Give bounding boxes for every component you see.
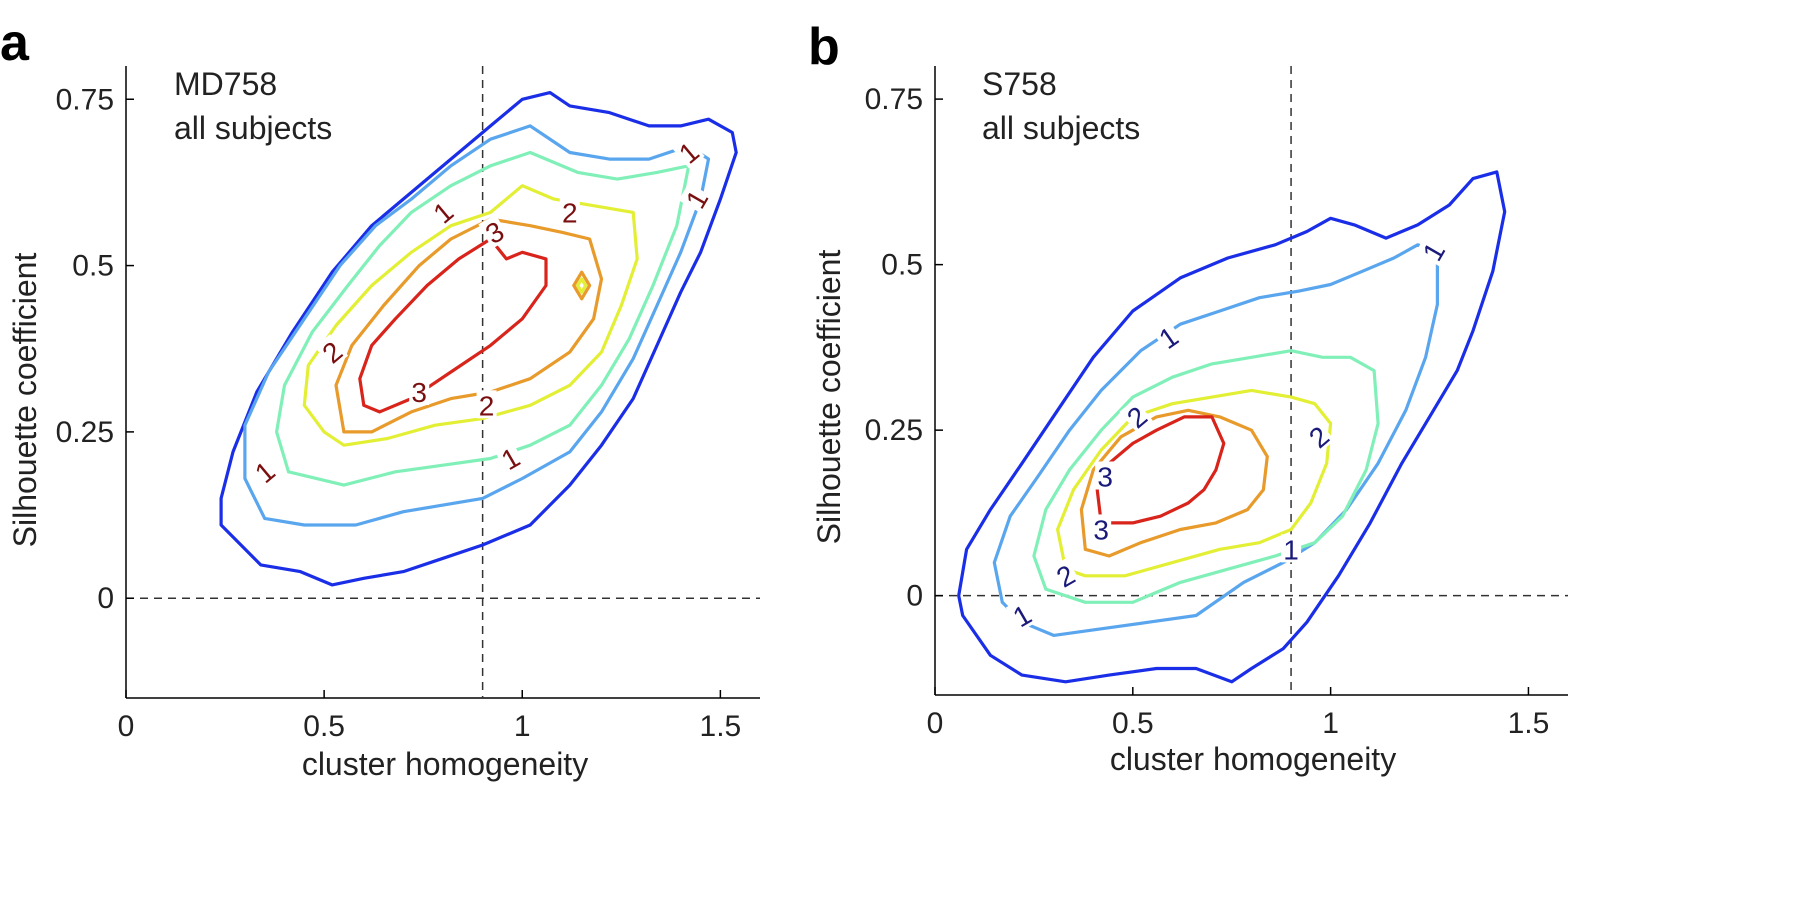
- panel-letter: a: [0, 14, 30, 72]
- y-tick-label: 0: [97, 582, 114, 615]
- contour-label-background: [1005, 597, 1038, 632]
- contour-level-label: 2: [479, 390, 495, 421]
- panel-b: b 0 0.25 0.5 0.75 0 0.5 1 1.5 cluster homogeneity…: [808, 18, 1568, 777]
- contour-line: [275, 150, 691, 487]
- contour-line: [1079, 408, 1269, 558]
- contour-label-background: [409, 376, 430, 405]
- x-tick-label: 0: [118, 710, 135, 743]
- contour-label-background: [671, 134, 705, 169]
- contour-line: [572, 270, 592, 301]
- contour-line: [334, 217, 604, 434]
- x-axis-label: cluster homogeneity: [1110, 741, 1396, 777]
- y-tick-label: 0.25: [865, 414, 923, 447]
- contour-level-label: 3: [1097, 462, 1113, 493]
- contour-line: [1095, 415, 1226, 525]
- panel-a: a 0 0.25 0.5 0.75 0 0.5 1 1.5 cluster homogeneity…: [0, 14, 760, 782]
- y-tick-label: 0.75: [56, 83, 114, 116]
- contour-label-background: [1091, 514, 1112, 543]
- contour-label-background: [1119, 398, 1153, 434]
- contour-line: [957, 170, 1507, 684]
- x-tick-label: 1.5: [1508, 707, 1550, 740]
- contour-label-background: [1281, 534, 1302, 563]
- contour-label-background: [476, 390, 497, 419]
- contour-line: [302, 184, 639, 447]
- contour-label-background: [478, 214, 510, 249]
- contour-label-background: [1301, 418, 1335, 454]
- contour-level-label: 2: [562, 197, 578, 228]
- y-tick-label: 0: [906, 580, 923, 613]
- x-tick-label: 0.5: [303, 710, 345, 743]
- contour-label-background: [247, 453, 281, 489]
- contour-label-background: [1049, 557, 1081, 593]
- contour-label-background: [494, 440, 526, 475]
- dataset-annotation: all subjects: [174, 110, 332, 146]
- contour-level-label: 3: [1093, 514, 1109, 545]
- contour-line: [219, 91, 738, 587]
- contour-label-background: [425, 194, 460, 229]
- contour-line: [358, 237, 548, 414]
- x-tick-label: 0: [927, 707, 944, 740]
- contour-label-background: [1151, 319, 1185, 354]
- y-tick-label: 0.25: [56, 416, 114, 449]
- contour-level-label: 3: [411, 377, 427, 408]
- contour-label-background: [314, 334, 349, 369]
- x-axis-label: cluster homogeneity: [302, 746, 588, 782]
- dataset-annotation: S758: [982, 66, 1057, 102]
- y-tick-label: 0.5: [72, 250, 114, 283]
- x-tick-label: 1: [1322, 707, 1339, 740]
- x-tick-label: 1.5: [700, 710, 742, 743]
- contour-label-background: [1415, 235, 1450, 267]
- y-axis-label: Silhouette coefficient: [811, 250, 847, 545]
- x-tick-label: 1: [514, 710, 531, 743]
- contour-line: [1032, 349, 1380, 604]
- contour-line: [1056, 388, 1333, 578]
- contour-line: [243, 124, 711, 527]
- contour-label-background: [678, 182, 713, 215]
- contour-label-background: [1095, 461, 1116, 490]
- contour-level-label: 1: [1283, 534, 1299, 565]
- contour-label-background: [559, 197, 580, 226]
- x-tick-label: 0.5: [1112, 707, 1154, 740]
- contour-line: [576, 277, 588, 294]
- y-tick-label: 0.75: [865, 83, 923, 116]
- dataset-annotation: all subjects: [982, 110, 1140, 146]
- panel-letter: b: [808, 18, 840, 76]
- dataset-annotation: MD758: [174, 66, 277, 102]
- y-tick-label: 0.5: [881, 249, 923, 282]
- y-axis-label: Silhouette coefficient: [7, 253, 43, 548]
